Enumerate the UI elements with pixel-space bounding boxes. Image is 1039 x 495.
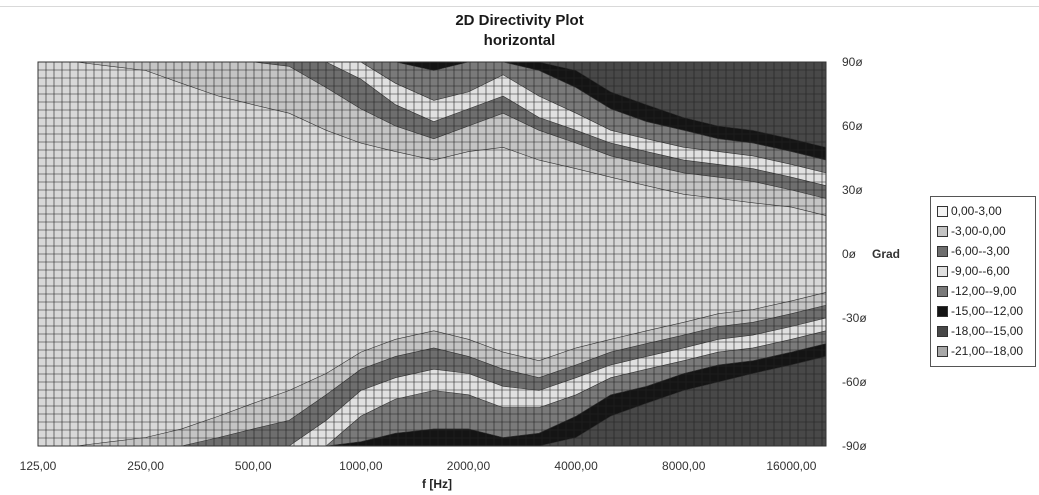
plot-grid bbox=[37, 61, 826, 447]
x-axis-label: f [Hz] bbox=[422, 477, 452, 491]
chart-subtitle: horizontal bbox=[483, 32, 556, 49]
x-tick-label: 2000,00 bbox=[447, 459, 491, 473]
y-axis-label: Grad bbox=[872, 247, 900, 261]
y-tick-label: 60ø bbox=[842, 119, 863, 133]
y-tick-label: -90ø bbox=[842, 439, 867, 453]
legend-swatch bbox=[937, 325, 948, 337]
legend-item: -12,00--9,00 bbox=[937, 281, 1031, 301]
y-axis-ticks: 90ø 60ø 30ø 0ø -30ø -60ø -90ø bbox=[842, 55, 867, 453]
x-tick-label: 1000,00 bbox=[339, 459, 383, 473]
legend-item: -6,00--3,00 bbox=[937, 241, 1031, 261]
x-tick-label: 16000,00 bbox=[766, 459, 816, 473]
legend-label: -21,00--18,00 bbox=[951, 344, 1024, 358]
plot-frame bbox=[37, 61, 827, 447]
legend-item: -3,00-0,00 bbox=[937, 221, 1031, 241]
y-tick-label: -30ø bbox=[842, 311, 867, 325]
legend-label: -12,00--9,00 bbox=[951, 284, 1017, 298]
chart-title: 2D Directivity Plot bbox=[455, 12, 584, 29]
x-axis-ticks: 125,00 250,00 500,00 1000,00 2000,00 4000,00 8… bbox=[20, 459, 817, 473]
y-tick-label: 0ø bbox=[842, 247, 857, 261]
x-tick-label: 4000,00 bbox=[554, 459, 598, 473]
legend-item: -15,00--12,00 bbox=[937, 301, 1031, 321]
y-tick-label: -60ø bbox=[842, 375, 867, 389]
y-tick-label: 30ø bbox=[842, 183, 863, 197]
legend-item: 0,00-3,00 bbox=[937, 201, 1031, 221]
legend-item: -9,00--6,00 bbox=[937, 261, 1031, 281]
x-tick-label: 500,00 bbox=[235, 459, 272, 473]
x-tick-label: 250,00 bbox=[127, 459, 164, 473]
legend-swatch bbox=[937, 205, 948, 217]
legend-label: -15,00--12,00 bbox=[951, 304, 1024, 318]
legend-swatch bbox=[937, 245, 948, 257]
legend-swatch bbox=[937, 305, 948, 317]
legend-swatch bbox=[937, 345, 948, 357]
legend-label: -3,00-0,00 bbox=[951, 224, 1006, 238]
legend-label: -9,00--6,00 bbox=[951, 264, 1010, 278]
y-tick-label: 90ø bbox=[842, 55, 863, 69]
legend-swatch bbox=[937, 225, 948, 237]
legend-item: -18,00--15,00 bbox=[937, 321, 1031, 341]
x-tick-label: 8000,00 bbox=[662, 459, 706, 473]
legend-swatch bbox=[937, 285, 948, 297]
legend-swatch bbox=[937, 265, 948, 277]
legend-label: -18,00--15,00 bbox=[951, 324, 1024, 338]
x-tick-label: 125,00 bbox=[20, 459, 57, 473]
legend: 0,00-3,00 -3,00-0,00 -6,00--3,00 -9,00--6,0… bbox=[930, 196, 1036, 367]
top-divider bbox=[0, 6, 1039, 7]
legend-item: -21,00--18,00 bbox=[937, 341, 1031, 361]
legend-label: 0,00-3,00 bbox=[951, 204, 1002, 218]
legend-label: -6,00--3,00 bbox=[951, 244, 1010, 258]
